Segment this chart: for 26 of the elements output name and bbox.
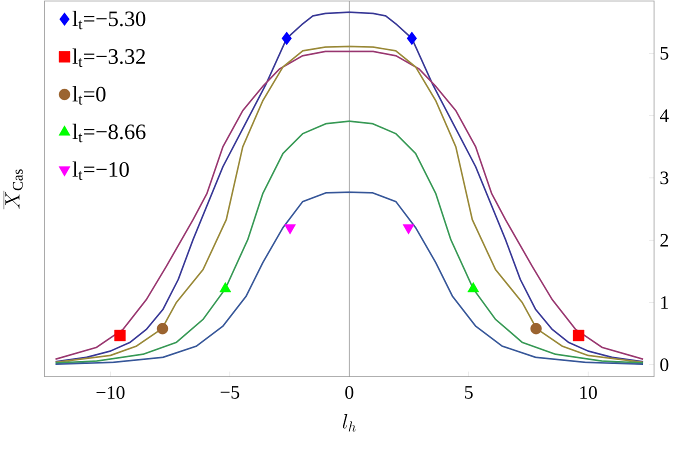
point xyxy=(114,330,126,342)
y-tick-label: 0 xyxy=(660,358,668,372)
point xyxy=(572,330,584,342)
legend-label: l$_{t}$=0 xyxy=(72,86,106,105)
line-series xyxy=(54,120,644,364)
y-tick-label: 1 xyxy=(661,296,668,309)
x-tick-label: 0 xyxy=(345,386,354,400)
y-axis-title: $\overline{X}_{\mathrm{Cas}}$ xyxy=(4,170,23,210)
x-axis-title: $l_h$ xyxy=(342,414,356,432)
x-tick-label: −10 xyxy=(96,386,125,400)
y-tick-label: 5 xyxy=(660,47,668,60)
point xyxy=(406,32,417,46)
point xyxy=(530,323,542,334)
legend-label: l$_{t}$=−10 xyxy=(72,162,129,180)
legend-label: l$_{t}$=−8.66 xyxy=(72,124,146,142)
y-tick-label: 3 xyxy=(660,172,668,184)
point xyxy=(156,323,168,334)
legend-label: l$_{t}$=−5.30 xyxy=(72,10,146,30)
x-tick-label: −5 xyxy=(220,386,240,399)
x-tick-label: 5 xyxy=(465,386,473,399)
x-tick-label: 10 xyxy=(580,386,597,400)
point xyxy=(282,32,292,46)
y-tick-label: 4 xyxy=(660,110,669,122)
y-tick-label: 2 xyxy=(660,234,668,247)
legend-label: l$_{t}$=−3.32 xyxy=(72,48,145,68)
line-series xyxy=(54,192,644,366)
